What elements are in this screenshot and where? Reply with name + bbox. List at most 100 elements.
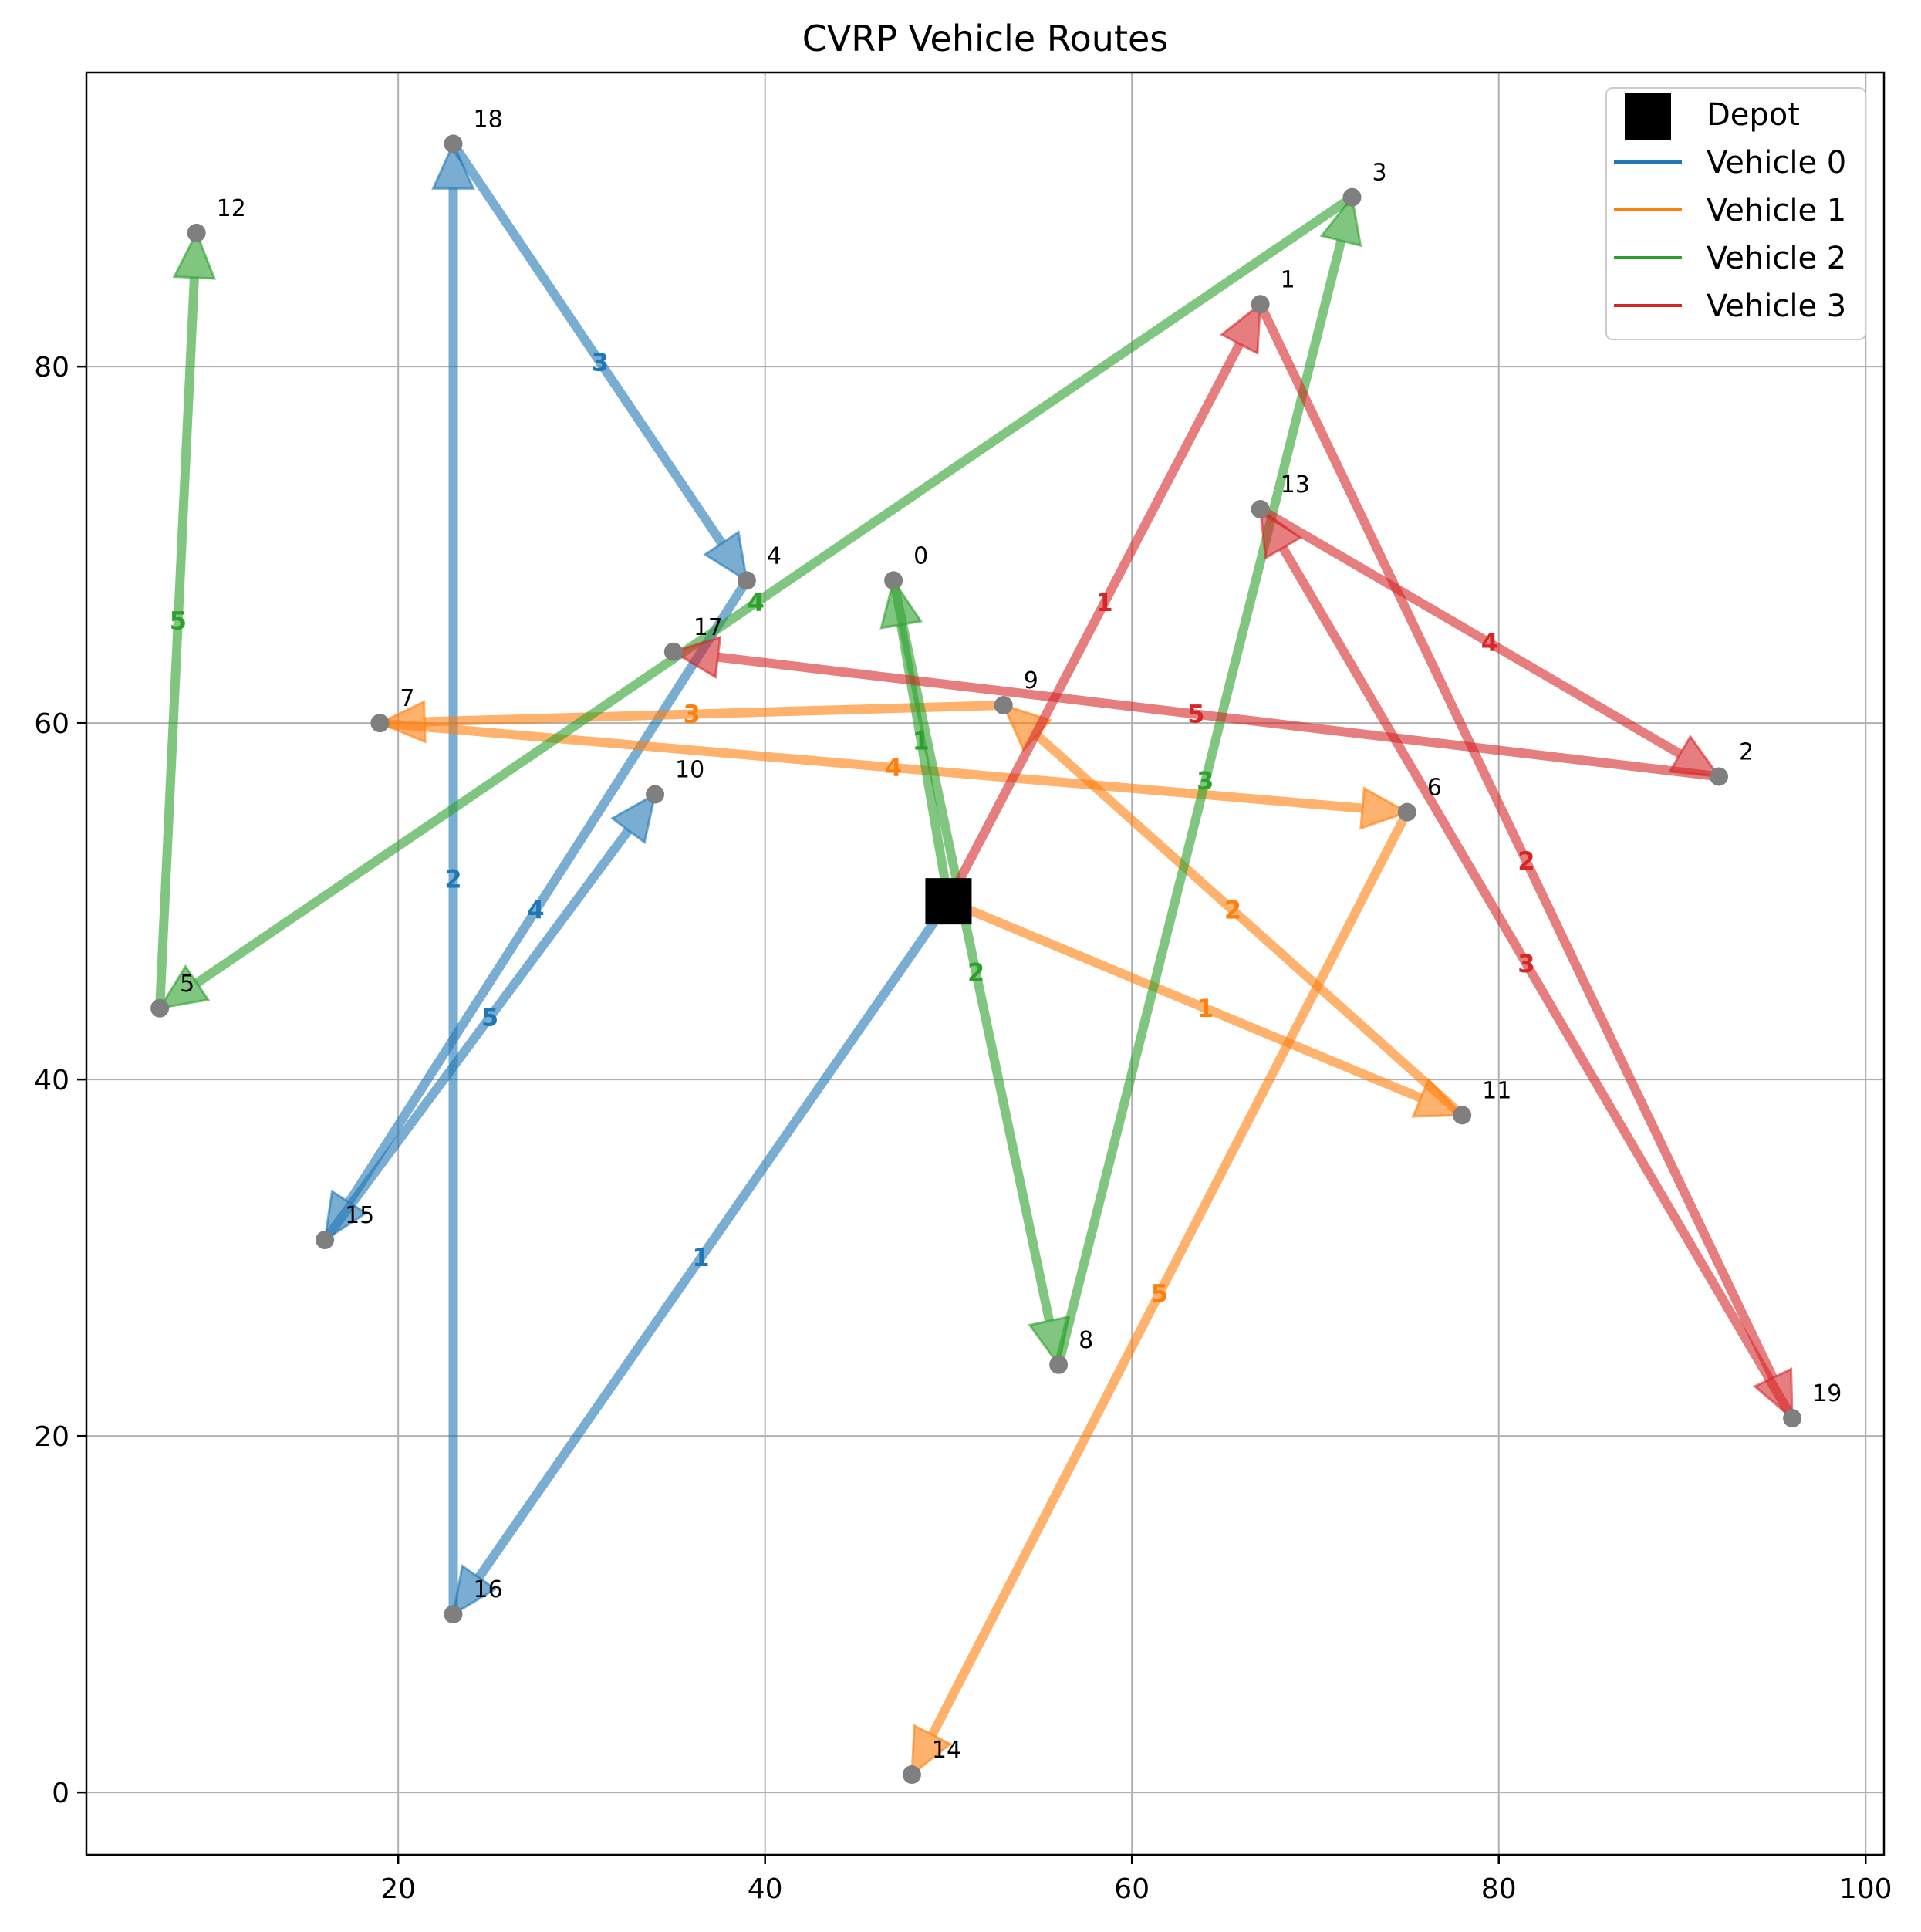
customer-node-label: 0 [913,542,928,569]
customer-node-label: 12 [217,195,246,222]
y-tick-label: 40 [34,1065,69,1096]
route-segment [1278,545,1797,1421]
route-arrowhead [1359,786,1410,830]
customer-node-label: 15 [345,1202,374,1229]
customer-node-label: 7 [400,685,414,712]
route-step-label: 3 [592,347,609,377]
route-vehicle-2 [155,193,1362,1368]
customer-node [1049,1355,1069,1374]
route-arrowhead [1319,194,1362,248]
legend-label: Vehicle 0 [1707,145,1846,181]
customer-node [187,223,206,242]
customer-node-label: 1 [1281,266,1295,293]
route-step-label: 5 [1187,700,1204,729]
customer-node [1397,802,1416,822]
route-step-label: 1 [1197,994,1214,1023]
route-step-label: 5 [481,1002,498,1032]
route-segment [947,897,1423,1103]
legend-label: Vehicle 2 [1707,241,1846,276]
customer-node [884,571,903,590]
chart-title: CVRP Vehicle Routes [802,18,1169,59]
route-vehicle-3 [670,302,1797,1421]
plot-area-frame [85,71,1886,1856]
route-arrowhead [172,230,217,280]
customer-node [444,134,463,154]
customer-node [994,696,1013,715]
route-segment [1054,239,1346,1366]
route-step-label: 5 [1151,1278,1168,1308]
customer-node [150,998,170,1018]
customer-node-label: 16 [474,1576,503,1603]
customer-node-label: 9 [1024,667,1038,694]
route-arrowhead [609,792,657,845]
customer-node-label: 13 [1281,471,1310,498]
y-tick-label: 20 [34,1421,69,1453]
legend: Vehicle 0 Vehicle 1 Vehicle 2 Vehicle 3 Depo… [1605,87,1866,340]
customer-node-label: 8 [1079,1327,1093,1354]
route-segment [1256,302,1778,1380]
legend-frame [1605,87,1866,340]
customer-node [1783,1409,1802,1428]
route-segment [155,277,199,1009]
customer-node-label: 3 [1372,160,1387,187]
x-tick-label: 60 [1114,1873,1150,1905]
route-segment [424,701,1004,727]
route-segment [928,809,1412,1738]
route-step-label: 2 [444,864,461,893]
customer-node [1710,767,1729,786]
route-arrowhead [703,530,748,583]
route-segment [345,578,751,1205]
x-tick-label: 100 [1839,1873,1892,1905]
y-tick-label: 60 [34,708,69,740]
y-tick-label: 80 [34,352,69,383]
route-vehicle-0 [321,140,953,1617]
legend-depot-swatch [1625,93,1671,140]
route-segment [194,193,1355,988]
y-tick-label: 0 [52,1778,69,1809]
route-step-label: 2 [1224,896,1241,925]
route-segment [449,141,726,546]
depot-marker [925,878,972,925]
route-step-label: 4 [748,588,765,617]
customer-node-label: 6 [1427,775,1442,802]
vehicle-routes [155,140,1797,1778]
legend-label: Vehicle 3 [1707,289,1846,324]
customer-node [663,642,683,661]
x-tick-label: 20 [380,1873,416,1905]
customer-node [370,714,390,733]
route-arrowhead [1219,302,1262,356]
route-segment [474,898,953,1580]
legend-label: Depot [1707,97,1800,133]
customer-node [737,571,756,590]
customer-node-label: 17 [694,614,723,641]
customer-node [1251,295,1270,314]
customer-node-label: 5 [180,971,194,998]
customer-node-label: 4 [767,542,782,569]
route-step-label: 4 [1481,628,1498,657]
customer-node [1251,499,1270,518]
route-arrowhead [670,635,722,679]
customer-node [1453,1106,1472,1125]
x-tick-label: 40 [748,1873,783,1905]
route-step-label: 2 [967,958,984,988]
route-arrowhead [157,964,211,1010]
route-segment [717,652,1720,782]
route-step-label: 5 [170,606,187,635]
x-tick-label: 80 [1481,1873,1517,1905]
customer-node [316,1231,335,1250]
route-step-label: 2 [1518,846,1534,876]
customer-node [902,1765,921,1785]
customer-node-label: 10 [675,757,704,784]
route-step-label: 3 [1518,949,1534,978]
customer-node-label: 11 [1482,1077,1511,1104]
route-arrowhead [910,1724,953,1778]
legend-label: Vehicle 1 [1707,193,1846,228]
route-segment [1034,731,1466,1119]
customer-node [444,1605,463,1624]
customer-node-label: 14 [932,1737,961,1764]
route-step-labels: 1 2 3 4 5 1 2 3 4 5 1 2 3 4 5 1 2 3 4 5 [170,347,1535,1308]
route-step-label: 4 [885,753,902,782]
